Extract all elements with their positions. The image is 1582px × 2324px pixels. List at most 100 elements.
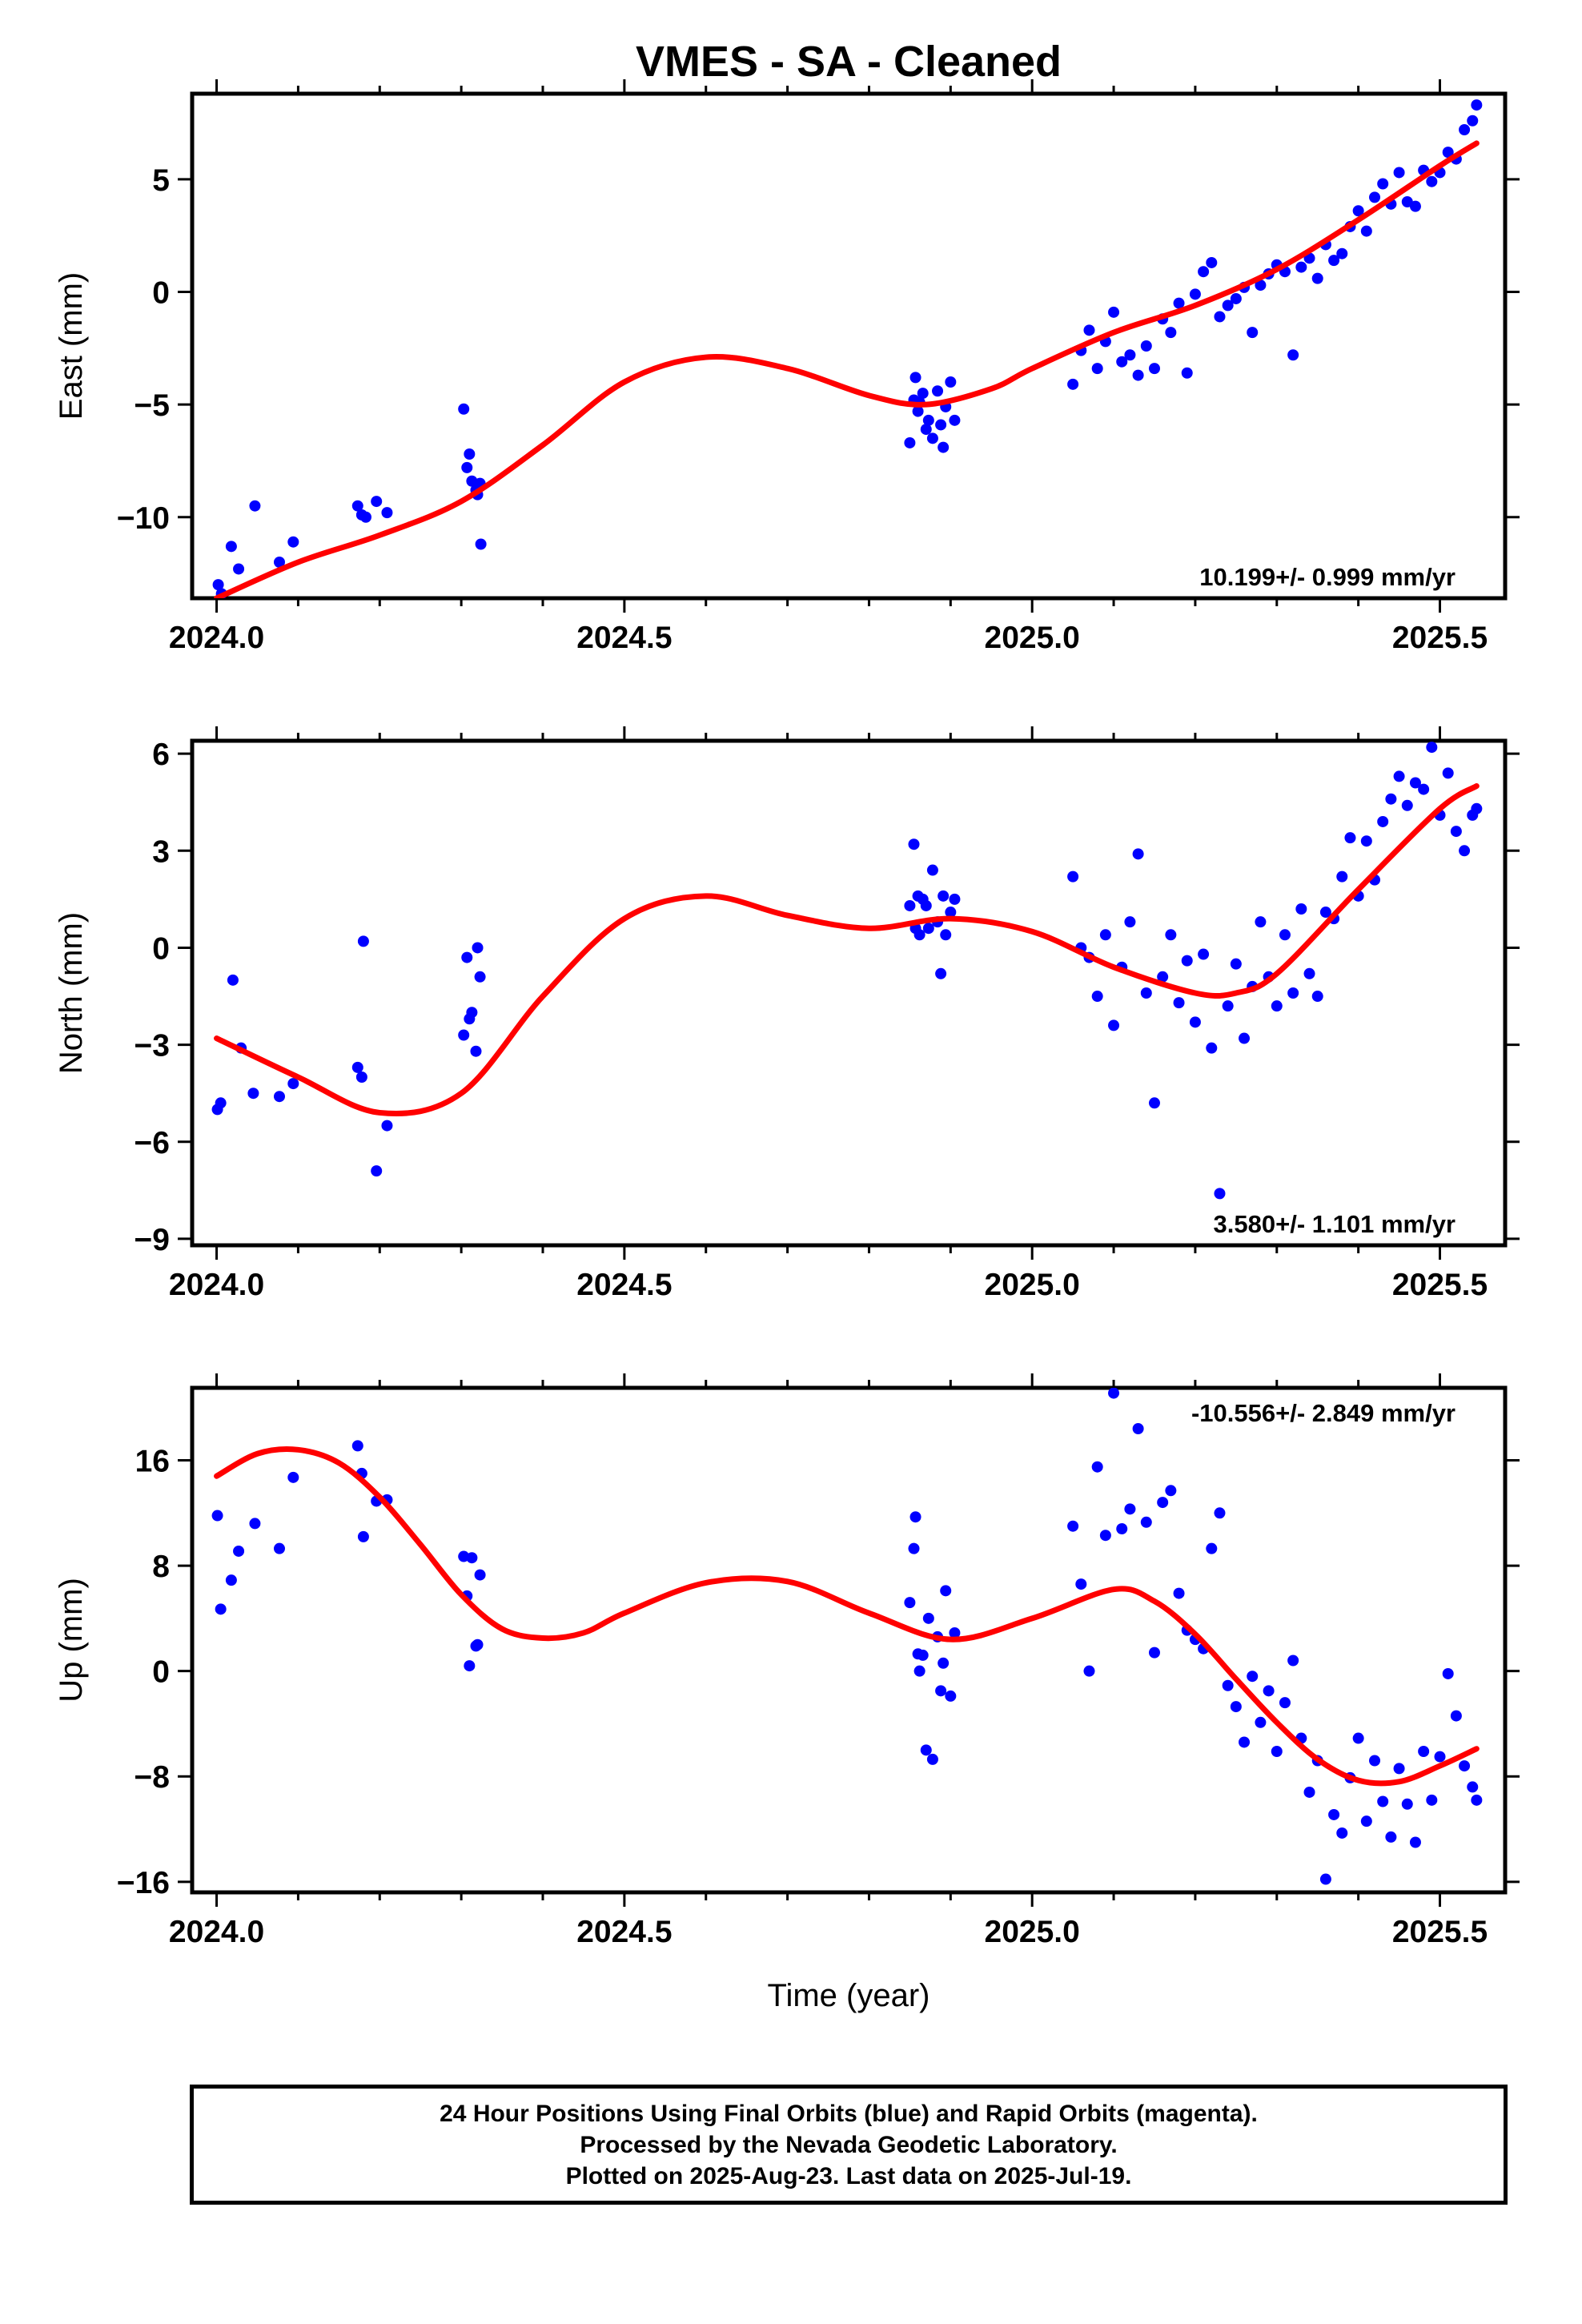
y-tick-label: −10 <box>117 501 170 536</box>
data-point <box>1336 247 1348 259</box>
data-point <box>1328 255 1340 267</box>
data-point <box>273 1542 285 1554</box>
data-point <box>470 1045 482 1057</box>
data-point <box>1393 1763 1405 1775</box>
data-point <box>1189 288 1201 300</box>
y-axis-label: Up (mm) <box>54 1578 89 1703</box>
data-point <box>1450 1710 1462 1722</box>
data-point <box>922 1612 934 1624</box>
data-point <box>1360 225 1372 237</box>
plot-frame <box>190 738 1508 1248</box>
data-point <box>945 907 957 919</box>
y-tick-label: 8 <box>152 1550 170 1584</box>
data-point <box>1409 200 1421 212</box>
data-point <box>908 1542 920 1554</box>
x-tick-label: 2025.5 <box>1392 1268 1488 1302</box>
data-point <box>1148 1097 1160 1109</box>
plot-frame <box>190 1385 1508 1895</box>
data-point <box>1132 848 1144 860</box>
data-point <box>1140 1516 1152 1528</box>
data-point <box>1263 1685 1275 1697</box>
data-point <box>287 1078 299 1090</box>
data-point <box>1459 1760 1471 1772</box>
data-point <box>1467 1781 1479 1793</box>
data-point <box>1132 369 1144 381</box>
data-point <box>464 1660 476 1672</box>
data-point <box>273 1091 285 1103</box>
data-point <box>1442 1667 1454 1679</box>
info-line-dates: Plotted on 2025-Aug-23. Last data on 202… <box>565 2162 1132 2189</box>
x-tick-label: 2024.5 <box>576 621 672 655</box>
data-point <box>461 461 473 473</box>
data-point <box>357 1530 369 1542</box>
data-point <box>371 496 383 508</box>
data-point <box>1222 300 1234 312</box>
data-point <box>1124 349 1136 361</box>
data-point <box>945 376 957 388</box>
data-point <box>1467 115 1479 127</box>
data-point <box>1418 1745 1430 1757</box>
data-point <box>1360 1815 1372 1827</box>
data-point <box>1083 324 1095 336</box>
data-point <box>1409 777 1421 789</box>
data-point <box>1239 1736 1251 1748</box>
data-point <box>1319 907 1331 919</box>
data-point <box>920 899 932 911</box>
data-point <box>1140 987 1152 999</box>
data-point <box>1287 1655 1299 1667</box>
data-point <box>1067 870 1079 883</box>
data-point <box>1369 191 1381 203</box>
data-point <box>351 1061 363 1073</box>
data-point <box>351 1440 363 1452</box>
chart-title: VMES - SA - Cleaned <box>636 38 1062 86</box>
data-point <box>909 372 921 384</box>
fit-curve <box>214 140 1480 598</box>
data-point <box>1377 815 1389 827</box>
data-point <box>1319 1873 1331 1885</box>
data-point <box>359 511 371 523</box>
fit-curve <box>214 1446 1480 1787</box>
data-point <box>1091 991 1103 1003</box>
data-point <box>1450 826 1462 838</box>
data-point <box>1165 1485 1177 1497</box>
data-point <box>1091 1461 1103 1473</box>
data-point <box>287 536 299 548</box>
data-point <box>227 974 239 986</box>
data-point <box>926 432 938 444</box>
y-tick-label: 6 <box>152 738 170 772</box>
data-point <box>1132 1422 1144 1434</box>
data-point <box>922 923 934 935</box>
y-axis-label: North (mm) <box>54 912 89 1074</box>
data-point <box>1385 1831 1397 1843</box>
x-tick-label: 2025.0 <box>985 1268 1080 1302</box>
data-point <box>461 951 473 963</box>
data-point <box>1157 971 1169 983</box>
y-tick-label: −16 <box>117 1866 170 1900</box>
data-point <box>355 1072 367 1083</box>
data-point <box>1303 1786 1315 1798</box>
data-point <box>1295 261 1307 273</box>
data-point <box>917 1649 929 1661</box>
data-point <box>1442 767 1454 779</box>
data-point <box>1214 1507 1226 1519</box>
data-point <box>949 893 961 905</box>
plot-frame <box>190 91 1508 601</box>
data-point <box>1230 958 1242 970</box>
data-point <box>1099 1530 1111 1542</box>
x-tick-label: 2024.0 <box>169 1268 264 1302</box>
data-point <box>1247 1671 1259 1683</box>
data-point <box>912 405 924 417</box>
data-point <box>472 942 484 954</box>
data-point <box>1418 783 1430 795</box>
data-point <box>1091 363 1103 375</box>
data-point <box>1222 1679 1234 1691</box>
data-point <box>458 1029 470 1041</box>
data-point <box>938 890 950 902</box>
panel-3: 2024.0 2024.5 2025.0 2025.5 16 8 0 −8 −16 Up (mm)… <box>54 1373 1520 1949</box>
data-point <box>1360 835 1372 847</box>
data-point <box>215 1097 227 1109</box>
data-point <box>1148 363 1160 375</box>
info-line-orbits: 24 Hour Positions Using Final Orbits (bl… <box>440 2100 1258 2127</box>
data-point <box>1148 1647 1160 1659</box>
